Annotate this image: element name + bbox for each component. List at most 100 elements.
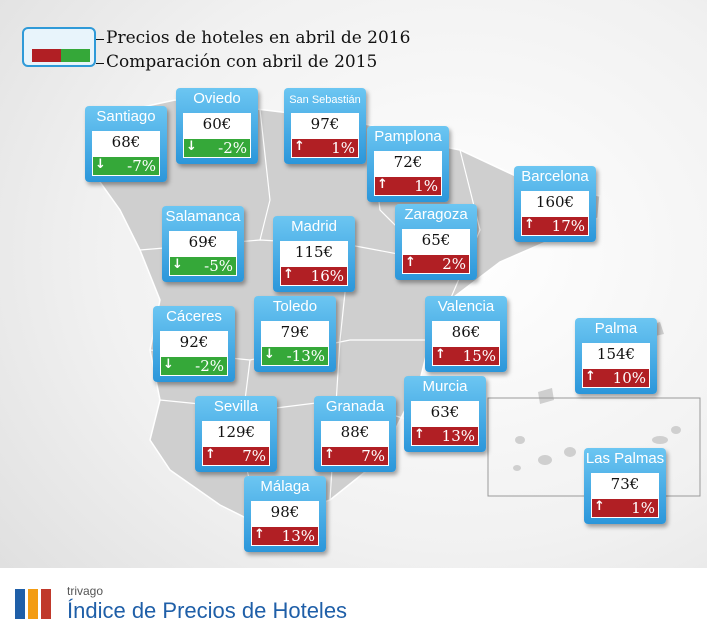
legend-prices: Precios de hoteles en abril de 2016: [96, 28, 410, 48]
change-value: 13%: [281, 527, 315, 545]
change-value: 17%: [551, 217, 585, 235]
arrow-down-icon: ↓: [163, 357, 174, 372]
change-value: 15%: [462, 347, 496, 365]
price-panel: 97€ ↑ 1%: [291, 113, 359, 158]
change-bar: ↓ -5%: [170, 257, 236, 275]
city-name: Santiago: [96, 108, 156, 125]
change-bar: ↑ 7%: [203, 447, 269, 465]
city-name: Granada: [325, 398, 385, 415]
price-value: 92€: [179, 333, 209, 351]
change-bar: ↑ 16%: [281, 267, 347, 285]
city-name: Cáceres: [166, 308, 222, 325]
price-value: 79€: [280, 323, 310, 341]
change-bar: ↑ 13%: [252, 527, 318, 545]
change-value: 1%: [414, 177, 438, 195]
arrow-up-icon: ↑: [283, 267, 294, 282]
city-card-las-palmas: Las Palmas 73€ ↑ 1%: [584, 448, 666, 524]
change-bar: ↑ 10%: [583, 369, 649, 387]
arrow-down-icon: ↓: [95, 157, 106, 172]
city-name: Madrid: [291, 218, 337, 235]
change-bar: ↓ -2%: [161, 357, 227, 375]
arrow-up-icon: ↑: [594, 499, 605, 514]
city-card-santiago: Santiago 68€ ↓ -7%: [85, 106, 167, 182]
city-name: San Sebastián: [289, 94, 361, 106]
legend-comparison: Comparación con abril de 2015: [96, 52, 377, 72]
city-name: Murcia: [422, 378, 468, 395]
price-value: 97€: [310, 115, 340, 133]
city-name: Sevilla: [213, 398, 259, 415]
city-name: Toledo: [272, 298, 318, 315]
price-panel: 88€ ↑ 7%: [321, 421, 389, 466]
footer: trivago Índice de Precios de Hoteles: [0, 568, 707, 634]
city-card-zaragoza: Zaragoza 65€ ↑ 2%: [395, 204, 477, 280]
city-card-caceres: Cáceres 92€ ↓ -2%: [153, 306, 235, 382]
change-value: 1%: [631, 499, 655, 517]
city-name: Palma: [594, 320, 638, 337]
index-title: Índice de Precios de Hoteles: [67, 598, 348, 623]
arrow-down-icon: ↓: [186, 139, 197, 154]
city-card-san-sebastian: San Sebastián 97€ ↑ 1%: [284, 88, 366, 164]
change-value: 7%: [242, 447, 266, 465]
change-value: -5%: [204, 257, 233, 275]
arrow-up-icon: ↑: [377, 177, 388, 192]
legend-prices-label: Precios de hoteles en abril de 2016: [106, 28, 411, 48]
arrow-down-icon: ↓: [172, 257, 183, 272]
city-name: Pamplona: [374, 128, 442, 145]
city-card-palma: Palma 154€ ↑ 10%: [575, 318, 657, 394]
legend-comparison-label: Comparación con abril de 2015: [106, 52, 378, 72]
price-panel: 115€ ↑ 16%: [280, 241, 348, 286]
price-value: 63€: [430, 403, 460, 421]
price-panel: 73€ ↑ 1%: [591, 473, 659, 518]
arrow-up-icon: ↑: [435, 347, 446, 362]
arrow-up-icon: ↑: [524, 217, 535, 232]
change-bar: ↑ 1%: [292, 139, 358, 157]
change-bar: ↑ 1%: [592, 499, 658, 517]
price-value: 72€: [393, 153, 423, 171]
change-bar: ↑ 15%: [433, 347, 499, 365]
price-value: 115€: [294, 243, 334, 261]
price-panel: 92€ ↓ -2%: [160, 331, 228, 376]
price-value: 160€: [535, 193, 575, 211]
city-card-oviedo: Oviedo 60€ ↓ -2%: [176, 88, 258, 164]
price-panel: 98€ ↑ 13%: [251, 501, 319, 546]
change-value: -13%: [286, 347, 325, 365]
change-value: 13%: [441, 427, 475, 445]
price-panel: 60€ ↓ -2%: [183, 113, 251, 158]
arrow-up-icon: ↑: [585, 369, 596, 384]
arrow-up-icon: ↑: [294, 139, 305, 154]
price-panel: 68€ ↓ -7%: [92, 131, 160, 176]
city-name: Málaga: [260, 478, 310, 495]
logo-bar-red: [41, 589, 51, 619]
city-card-madrid: Madrid 115€ ↑ 16%: [273, 216, 355, 292]
arrow-up-icon: ↑: [205, 447, 216, 462]
trivago-logo: [15, 589, 54, 623]
logo-bar-blue: [15, 589, 25, 619]
city-name: Salamanca: [165, 208, 241, 225]
arrow-up-icon: ↑: [254, 527, 265, 542]
price-panel: 154€ ↑ 10%: [582, 343, 650, 388]
price-value: 129€: [216, 423, 256, 441]
city-card-malaga: Málaga 98€ ↑ 13%: [244, 476, 326, 552]
price-panel: 86€ ↑ 15%: [432, 321, 500, 366]
logo-bar-orange: [28, 589, 38, 619]
brand-name: trivago: [67, 584, 104, 598]
arrow-up-icon: ↑: [324, 447, 335, 462]
change-value: 1%: [331, 139, 355, 157]
change-bar: ↑ 1%: [375, 177, 441, 195]
change-value: 16%: [310, 267, 344, 285]
change-value: -2%: [218, 139, 247, 157]
arrow-up-icon: ↑: [414, 427, 425, 442]
city-name: Las Palmas: [585, 450, 665, 467]
arrow-down-icon: ↓: [264, 347, 275, 362]
change-value: -2%: [195, 357, 224, 375]
change-value: -7%: [127, 157, 156, 175]
price-value: 60€: [202, 115, 232, 133]
price-value: 65€: [421, 231, 451, 249]
price-panel: 72€ ↑ 1%: [374, 151, 442, 196]
ibiza-shape: [538, 388, 554, 404]
canary-islands: [513, 426, 681, 471]
city-card-granada: Granada 88€ ↑ 7%: [314, 396, 396, 472]
change-bar: ↓ -13%: [262, 347, 328, 365]
change-bar: ↑ 17%: [522, 217, 588, 235]
